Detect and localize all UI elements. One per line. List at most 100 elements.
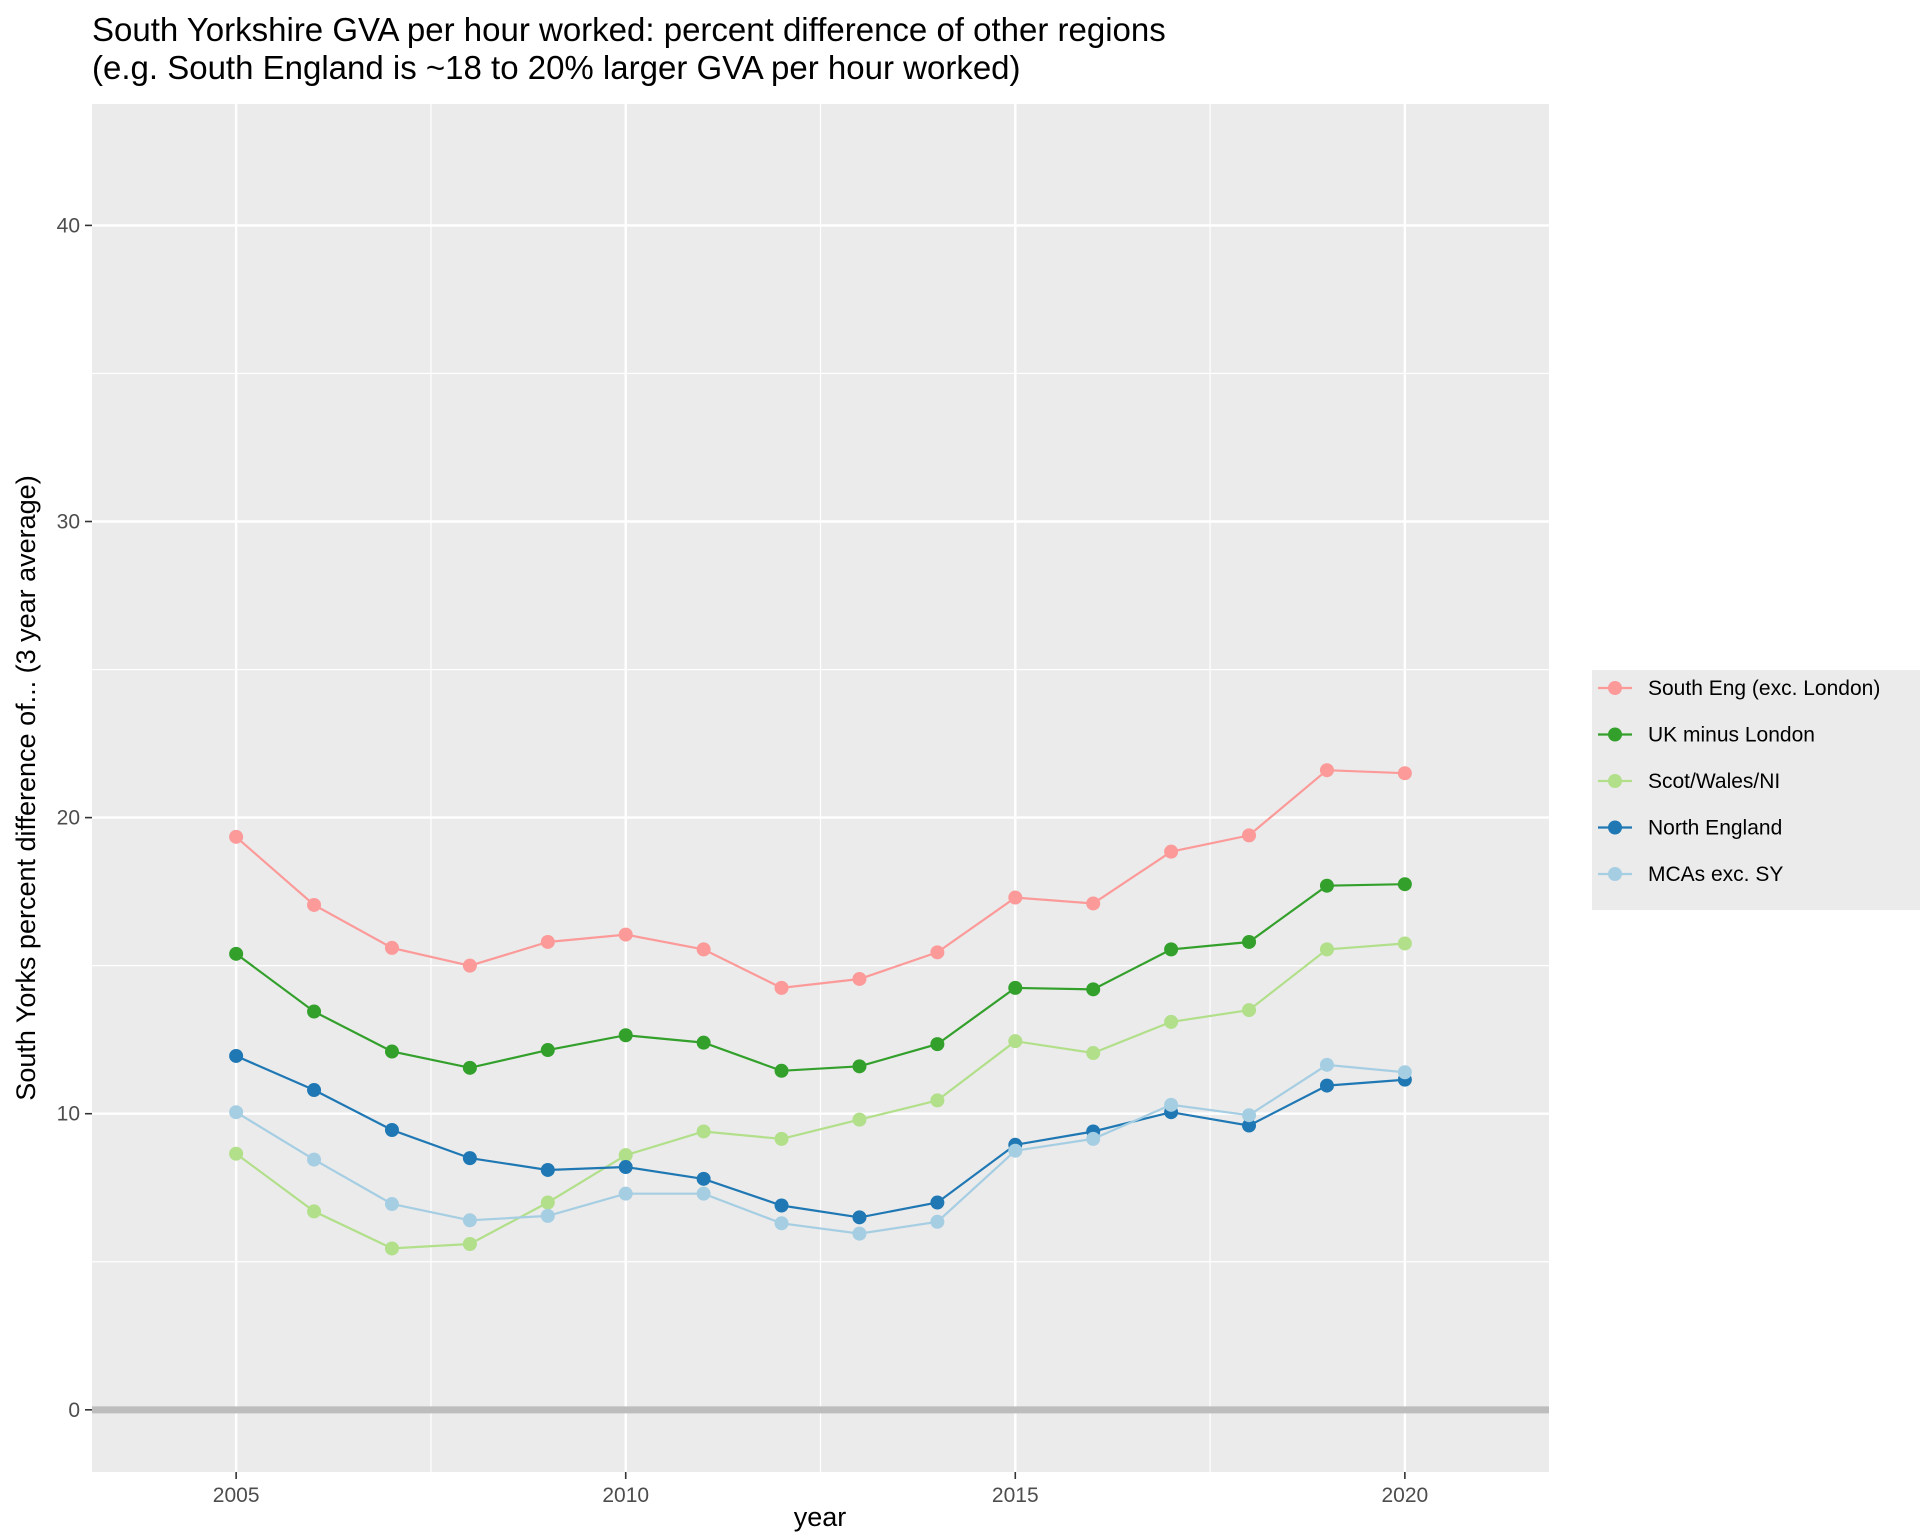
y-tick-label: 30 bbox=[57, 511, 80, 534]
series-point bbox=[1319, 942, 1334, 957]
y-tick-label: 20 bbox=[57, 807, 80, 830]
series-point bbox=[462, 958, 477, 973]
series-point bbox=[930, 1093, 945, 1108]
legend-key-point bbox=[1608, 681, 1622, 695]
series-point bbox=[540, 1195, 555, 1210]
series-point bbox=[1242, 1003, 1257, 1018]
legend-background bbox=[1592, 670, 1920, 910]
series-point bbox=[1164, 1014, 1179, 1029]
series-point bbox=[462, 1213, 477, 1228]
series-point bbox=[774, 1131, 789, 1146]
series-point bbox=[384, 940, 399, 955]
series-point bbox=[930, 1195, 945, 1210]
legend-label: UK minus London bbox=[1648, 724, 1815, 747]
x-axis-title: year bbox=[794, 1502, 847, 1532]
y-tick-label: 40 bbox=[57, 214, 80, 237]
series-point bbox=[307, 1204, 322, 1219]
series-point bbox=[540, 1162, 555, 1177]
series-point bbox=[696, 1186, 711, 1201]
series-point bbox=[1242, 828, 1257, 843]
series-point bbox=[774, 1198, 789, 1213]
series-point bbox=[618, 1186, 633, 1201]
series-point bbox=[774, 980, 789, 995]
legend-label: Scot/Wales/NI bbox=[1648, 770, 1780, 793]
chart-title: South Yorkshire GVA per hour worked: per… bbox=[92, 11, 1166, 48]
series-point bbox=[696, 1171, 711, 1186]
legend-key-point bbox=[1608, 727, 1622, 742]
series-point bbox=[540, 1208, 555, 1223]
legend-key-point bbox=[1608, 820, 1622, 835]
series-line bbox=[235, 1063, 1406, 1235]
series-line bbox=[235, 883, 1405, 1072]
series-point bbox=[384, 1197, 399, 1212]
series-point bbox=[1319, 1057, 1334, 1072]
legend: South Eng (exc. London) UK minus London Sc… bbox=[1592, 670, 1920, 910]
legend-label: South Eng (exc. London) bbox=[1648, 677, 1880, 700]
series-line bbox=[235, 942, 1405, 1250]
series-point bbox=[540, 934, 555, 949]
series-point bbox=[1086, 896, 1101, 911]
series-point bbox=[229, 1105, 244, 1120]
series-point bbox=[229, 1048, 244, 1063]
series-point bbox=[1242, 1118, 1257, 1133]
series-point bbox=[1086, 982, 1101, 997]
series-point bbox=[462, 1237, 477, 1251]
series-point bbox=[229, 946, 244, 961]
chart-subtitle: (e.g. South England is ~18 to 20% larger… bbox=[92, 49, 1021, 86]
series-point bbox=[1164, 942, 1179, 957]
y-axis-title: South Yorks percent difference of... (3 … bbox=[11, 475, 41, 1100]
series-point bbox=[229, 829, 244, 844]
series-point bbox=[696, 1035, 711, 1050]
series-point bbox=[462, 1151, 477, 1166]
series-point bbox=[1086, 1131, 1101, 1146]
series-point bbox=[930, 1214, 945, 1229]
y-tick-label: 10 bbox=[57, 1103, 80, 1126]
series-point bbox=[1086, 1046, 1101, 1061]
series-point bbox=[462, 1060, 477, 1075]
series-point bbox=[618, 1028, 633, 1043]
series-point bbox=[384, 1123, 399, 1137]
y-axis: 0 10 20 30 40 bbox=[57, 214, 92, 1422]
series-point bbox=[1397, 936, 1412, 951]
series-point bbox=[930, 1037, 945, 1052]
series-point bbox=[1008, 980, 1023, 995]
series-point bbox=[540, 1043, 555, 1058]
grid-major bbox=[92, 104, 1549, 1472]
series-layer bbox=[229, 763, 1412, 1256]
series-line bbox=[235, 1054, 1405, 1219]
series-point bbox=[618, 927, 633, 942]
legend-label: MCAs exc. SY bbox=[1648, 863, 1783, 886]
series-point bbox=[384, 1241, 399, 1256]
series-point bbox=[696, 942, 711, 957]
series-point bbox=[1397, 766, 1412, 781]
series-point bbox=[1319, 878, 1334, 893]
y-tick-label: 0 bbox=[68, 1399, 80, 1422]
series-point bbox=[696, 1124, 711, 1139]
legend-key-point bbox=[1608, 867, 1622, 881]
series-point bbox=[1242, 934, 1257, 949]
series-point bbox=[852, 1112, 867, 1127]
series-point bbox=[852, 971, 867, 986]
legend-key-point bbox=[1608, 774, 1622, 788]
series-point bbox=[307, 1083, 322, 1098]
series-point bbox=[229, 1146, 244, 1161]
series-point bbox=[1397, 877, 1412, 892]
series-point bbox=[618, 1160, 633, 1175]
series-point bbox=[1008, 1034, 1023, 1049]
series-point bbox=[307, 1004, 322, 1019]
x-tick-label: 2010 bbox=[602, 1484, 649, 1507]
series-point bbox=[307, 897, 322, 912]
series-point bbox=[1008, 1143, 1023, 1158]
series-line bbox=[235, 769, 1405, 990]
series-point bbox=[774, 1216, 789, 1231]
series-point bbox=[930, 945, 945, 960]
series-point bbox=[1164, 844, 1179, 859]
series-point bbox=[1008, 890, 1023, 905]
series-point bbox=[307, 1152, 322, 1167]
grid-minor bbox=[92, 104, 1549, 1472]
series-point bbox=[618, 1148, 633, 1163]
series-point bbox=[384, 1044, 399, 1059]
series-point bbox=[852, 1059, 867, 1074]
series-point bbox=[1319, 763, 1334, 778]
